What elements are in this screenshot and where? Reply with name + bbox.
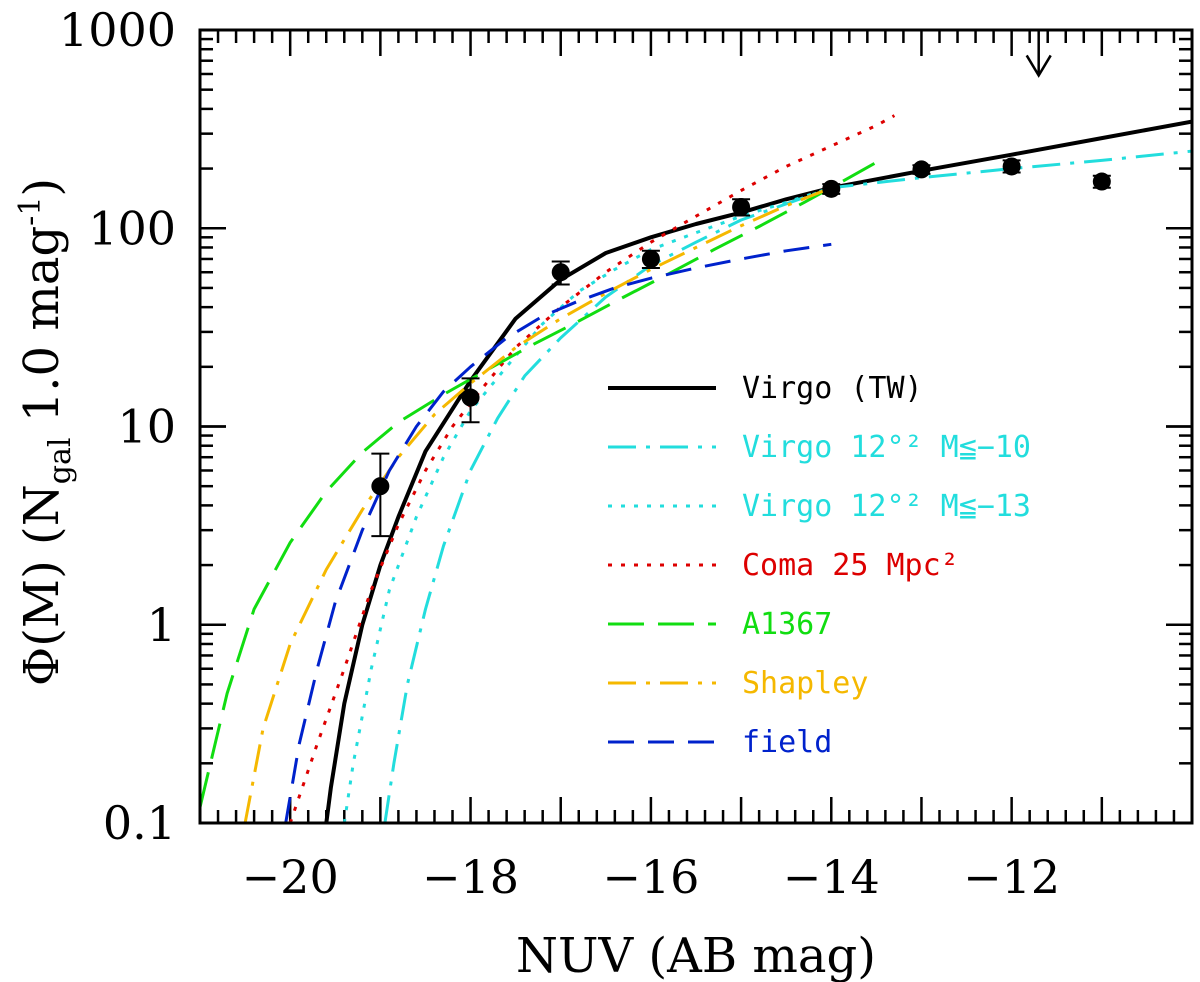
- y-axis-title-rest: 1.0 mag: [14, 226, 70, 438]
- y-tick-label: 10: [117, 400, 176, 454]
- y-tick-label: 0.1: [103, 796, 176, 850]
- x-tick-label: −14: [783, 850, 880, 904]
- axis-ticks: [198, 28, 1194, 825]
- x-axis-title: NUV (AB mag): [516, 928, 876, 982]
- series-line: [200, 160, 878, 808]
- legend-label: Shapley: [742, 666, 868, 701]
- y-axis-title: Φ(M) (Ngal 1.0 mag-1): [13, 178, 78, 686]
- series-line: [243, 186, 832, 823]
- series-line: [383, 149, 1192, 823]
- data-point: [1002, 157, 1021, 176]
- legend-label: A1367: [742, 607, 832, 642]
- upper-limit-arrow: [1025, 30, 1052, 78]
- data-point: [912, 160, 931, 179]
- data-point: [822, 179, 841, 198]
- series-line: [342, 186, 832, 823]
- series-lines: [200, 114, 1192, 823]
- legend-label: field: [742, 725, 832, 760]
- series-line: [324, 119, 1192, 823]
- y-axis-title-subscript: gal: [43, 438, 78, 485]
- data-point: [641, 249, 660, 268]
- legend: Virgo (TW) Virgo 12°² M≦−10 Virgo 12°² M≦−…: [608, 371, 1031, 760]
- x-tick-labels: −20 −18 −16 −14 −12: [242, 850, 1061, 904]
- plot-frame: [198, 28, 1194, 825]
- legend-label: Virgo (TW): [742, 371, 923, 406]
- legend-label: Virgo 12°² M≦−10: [742, 430, 1031, 465]
- y-tick-label: 1: [147, 598, 176, 652]
- series-line: [288, 114, 896, 823]
- y-tick-label: 100: [88, 201, 176, 255]
- data-point: [1092, 172, 1111, 191]
- arrow-head: [1025, 54, 1052, 78]
- y-tick-label: 1000: [59, 3, 176, 57]
- x-tick-label: −16: [602, 850, 699, 904]
- data-point: [461, 388, 480, 407]
- y-tick-labels: 0.1 1 10 100 1000: [59, 3, 176, 850]
- data-point: [551, 263, 570, 282]
- y-axis-title-close: ): [14, 178, 70, 197]
- y-axis-title-main: Φ(M) (N: [14, 484, 70, 686]
- x-tick-label: −12: [963, 850, 1060, 904]
- x-tick-label: −20: [242, 850, 339, 904]
- x-tick-label: −18: [422, 850, 519, 904]
- data-points: [371, 157, 1111, 538]
- legend-label: Coma 25 Mpc²: [742, 548, 959, 583]
- data-point: [371, 477, 390, 496]
- y-axis-title-superscript: -1: [13, 197, 48, 226]
- series-line: [284, 242, 832, 823]
- legend-label: Virgo 12°² M≦−13: [742, 489, 1031, 524]
- data-point: [732, 197, 751, 216]
